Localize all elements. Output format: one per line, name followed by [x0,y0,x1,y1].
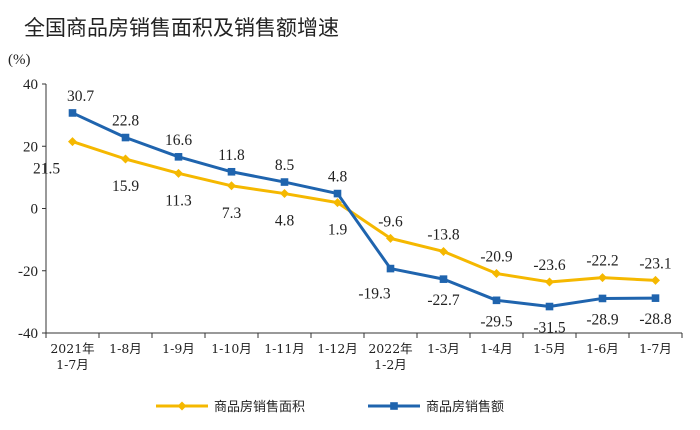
data-label-sales: 4.8 [328,169,348,186]
y-tick-label: 40 [23,77,38,93]
series-2-point [492,296,501,305]
x-tick-label: 1-10月 [211,341,252,356]
data-label-sales: -22.7 [427,292,460,309]
data-label-sales: -31.5 [533,320,566,337]
legend-swatch-marker [390,402,398,410]
series-1-point [68,137,77,147]
series-2-point [439,275,448,283]
data-label-area: -23.1 [639,255,671,272]
data-label-area: -20.9 [480,249,513,266]
legend-label: 商品房销售额 [426,399,504,415]
y-tick-label: 20 [23,139,38,155]
series-layer [68,109,660,311]
series-2-point [174,153,183,161]
data-label-area: 21.5 [33,161,60,178]
legend-swatch-marker [177,401,187,411]
series-1-point [121,154,130,164]
series-1-point [651,275,660,285]
series-2-point [68,109,77,117]
y-tick-label: -20 [18,264,38,280]
data-label-area: -22.2 [586,253,618,270]
series-1-point [280,189,289,199]
x-tick-label: 2022年 1-2月 [368,341,412,372]
x-tick-label: 2021年 1-7月 [50,341,94,372]
data-labels: 21.5 15.9 11.3 7.3 4.8 1.9 -9.6 -13.8 -20.9 -23.6… [33,88,672,337]
series-2-point [227,167,236,176]
legend-label: 商品房销售面积 [214,399,305,415]
data-label-sales: 30.7 [67,88,94,105]
series-line-2 [71,111,656,309]
data-label-sales: -28.9 [586,311,619,328]
x-tick-label: 1-9月 [162,341,195,356]
series-1-point [492,269,501,279]
x-tick-label: 1-6月 [586,341,619,356]
legend: 商品房销售面积 商品房销售额 [156,399,504,415]
data-label-area: 4.8 [275,213,295,230]
data-label-area: -9.6 [378,213,403,230]
series-2-point [121,133,130,142]
chart-title: 全国商品房销售面积及销售额增速 [24,16,339,40]
series-2-point [651,294,660,302]
x-tick-label: 1-7月 [639,341,672,356]
data-label-area: 1.9 [328,222,348,239]
series-2-point [280,178,289,186]
unit-label: (%) [8,52,31,68]
data-label-area: 15.9 [112,178,139,195]
data-label-sales: 16.6 [165,132,192,149]
series-line-1 [72,140,656,284]
legend-item-1: 商品房销售面积 [156,399,305,415]
data-label-area: -13.8 [427,226,460,243]
series-1-point [333,198,342,208]
data-label-area: 11.3 [165,192,192,209]
axes: 40 20 0 -20 -40 2021年 1-7月 1-8月 1-9月 1-10月 1-11月 1-… [18,77,683,372]
series-1-point [545,277,554,287]
series-1-point [386,233,395,243]
x-tick-label: 1-12月 [317,341,358,356]
x-tick-label: 1-8月 [109,341,142,356]
legend-item-2: 商品房销售额 [368,399,504,415]
data-label-sales: 22.8 [112,113,139,130]
y-tick-label: 0 [31,202,39,218]
series-2-point [333,189,342,198]
series-1-point [227,181,236,191]
x-tick-label: 1-4月 [480,341,513,356]
data-label-area: -23.6 [533,257,566,274]
data-label-sales: 8.5 [275,157,295,174]
data-label-sales: -28.8 [639,311,672,328]
data-label-sales: -19.3 [358,286,391,303]
series-1-point [439,246,448,256]
series-1-point [174,168,183,178]
series-2-point [545,302,554,311]
x-tick-label: 1-11月 [264,341,305,356]
x-tick-label: 1-5月 [533,341,566,356]
series-2-point [386,264,395,273]
data-label-sales: 11.8 [218,147,245,164]
series-1-point [598,273,607,283]
x-tick-label: 1-3月 [427,341,460,356]
series-2-point [598,294,607,303]
data-label-area: 7.3 [222,205,242,222]
data-label-sales: -29.5 [480,313,513,330]
y-tick-label: -40 [18,326,38,342]
